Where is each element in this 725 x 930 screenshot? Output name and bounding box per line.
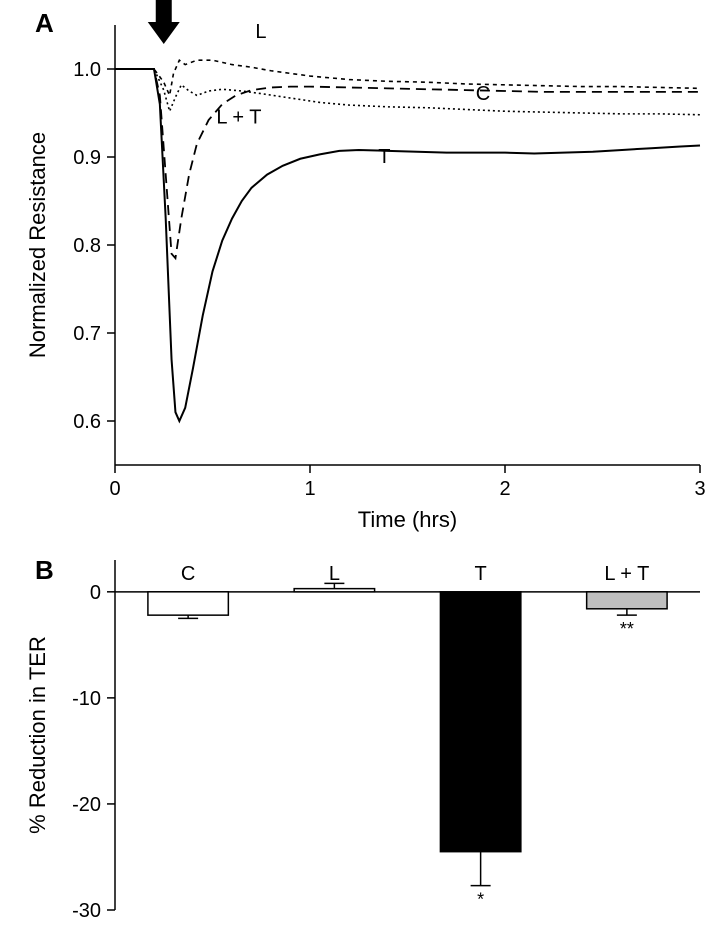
svg-text:-30: -30 <box>72 900 101 922</box>
svg-text:0: 0 <box>109 478 120 500</box>
svg-text:L + T: L + T <box>216 107 261 129</box>
panel-b-chart: 0-10-20-30% Reduction in TERCLTL + T*** <box>0 550 725 930</box>
svg-text:L: L <box>255 21 266 43</box>
bar-T <box>440 592 520 852</box>
series-T <box>115 69 700 421</box>
svg-text:T: T <box>378 146 390 168</box>
svg-text:2: 2 <box>499 478 510 500</box>
svg-text:-10: -10 <box>72 688 101 710</box>
series-L <box>115 60 700 95</box>
series-L_plus_T <box>115 69 700 258</box>
svg-text:% Reduction in TER: % Reduction in TER <box>25 636 50 834</box>
svg-text:*: * <box>477 890 484 910</box>
bar-L+T <box>587 592 667 609</box>
svg-text:L: L <box>329 563 340 585</box>
svg-text:C: C <box>476 83 490 105</box>
svg-text:0: 0 <box>90 582 101 604</box>
svg-text:T: T <box>475 563 487 585</box>
svg-text:L + T: L + T <box>604 563 649 585</box>
svg-text:1: 1 <box>304 478 315 500</box>
svg-text:Normalized Resistance: Normalized Resistance <box>25 132 50 358</box>
svg-text:Time (hrs): Time (hrs) <box>358 507 457 532</box>
svg-text:1.0: 1.0 <box>73 59 101 81</box>
svg-text:0.7: 0.7 <box>73 323 101 345</box>
svg-text:0.8: 0.8 <box>73 235 101 257</box>
figure-container: A 0.60.70.80.91.00123Time (hrs)Normalize… <box>0 0 725 930</box>
svg-text:3: 3 <box>694 478 705 500</box>
svg-text:**: ** <box>620 619 634 639</box>
bar-C <box>148 592 228 615</box>
svg-text:0.6: 0.6 <box>73 411 101 433</box>
svg-text:-20: -20 <box>72 794 101 816</box>
svg-text:C: C <box>181 563 195 585</box>
svg-text:0.9: 0.9 <box>73 147 101 169</box>
panel-a-chart: 0.6 0.7 0.8 0.9 1.0 0 1 2 3 Time (hrs) Normalized … <box>0 0 725 545</box>
bar-L <box>294 589 374 592</box>
